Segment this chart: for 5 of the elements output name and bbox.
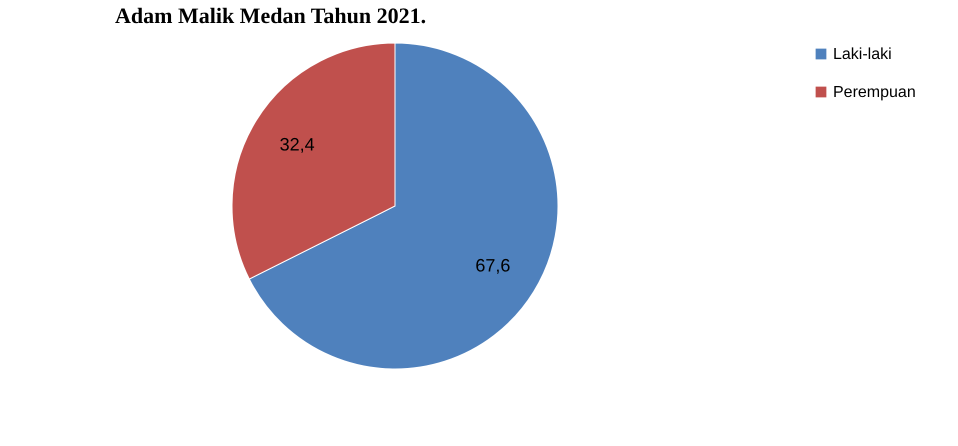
chart-title: Adam Malik Medan Tahun 2021.: [115, 3, 426, 28]
data-label: 32,4: [280, 134, 315, 155]
data-label: 67,6: [475, 255, 510, 276]
legend-label: Laki-laki: [833, 46, 892, 63]
legend-label: Perempuan: [833, 84, 916, 101]
